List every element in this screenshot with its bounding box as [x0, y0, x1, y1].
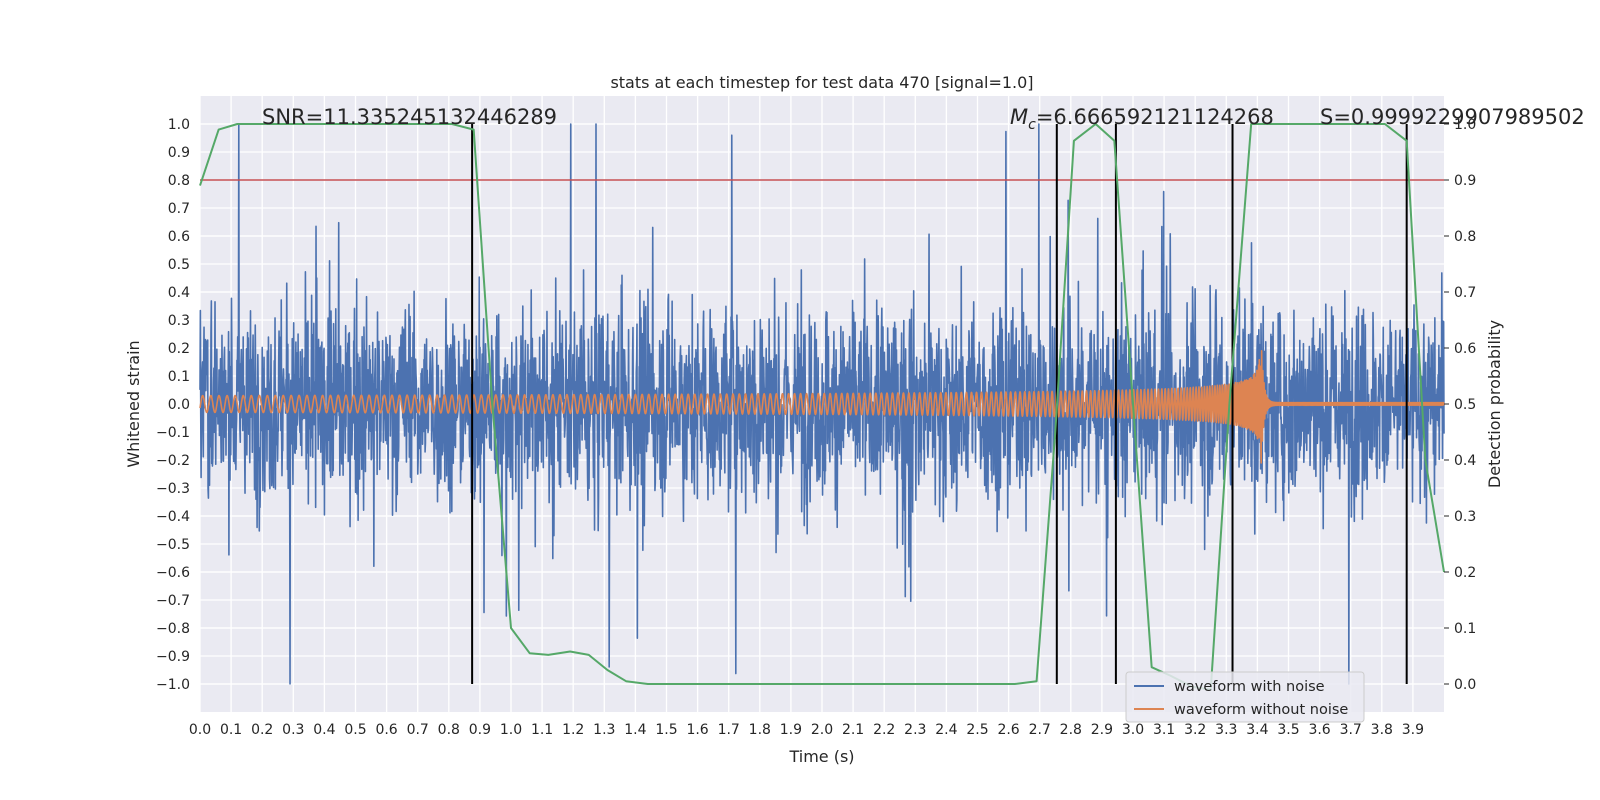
legend: waveform with noise waveform without noi… — [1125, 671, 1365, 723]
y2-tick-label: 0.9 — [1454, 173, 1476, 189]
y2-axis-label: Detection probability — [1485, 320, 1504, 488]
y-tick-label: −0.3 — [156, 481, 190, 497]
y-tick-label: 0.5 — [168, 257, 190, 273]
y-tick-label: −0.9 — [156, 649, 190, 665]
x-tick-label: 3.8 — [1371, 722, 1393, 738]
y-tick-label: 0.8 — [168, 173, 190, 189]
x-tick-label: 0.0 — [189, 722, 211, 738]
x-tick-label: 2.7 — [1029, 722, 1051, 738]
x-tick-label: 2.1 — [842, 722, 864, 738]
y2-tick-label: 0.2 — [1454, 565, 1476, 581]
legend-label-noise: waveform with noise — [1174, 679, 1325, 695]
y2-tick-label: 0.6 — [1454, 341, 1476, 357]
y-tick-label: 0.0 — [168, 397, 190, 413]
x-tick-label: 3.3 — [1215, 722, 1237, 738]
x-tick-label: 3.2 — [1184, 722, 1206, 738]
y2-tick-label: 0.4 — [1454, 453, 1476, 469]
y-axis-label: Whitened strain — [124, 340, 143, 467]
x-tick-label: 2.2 — [873, 722, 895, 738]
x-tick-label: 0.5 — [344, 722, 366, 738]
snr-annotation: SNR=11.335245132446289 — [262, 105, 557, 129]
x-tick-label: 0.9 — [469, 722, 491, 738]
x-tick-label: 1.5 — [655, 722, 677, 738]
series-detection-probability — [199, 123, 1445, 691]
y-tick-label: −0.1 — [156, 425, 190, 441]
x-tick-label: 0.7 — [407, 722, 429, 738]
y2-tick-label: 0.8 — [1454, 229, 1476, 245]
x-tick-label: 2.6 — [997, 722, 1019, 738]
x-tick-label: 0.4 — [313, 722, 335, 738]
annotations: SNR=11.335245132446289 Mc=6.666592121124… — [262, 105, 1585, 133]
x-tick-label: 2.9 — [1091, 722, 1113, 738]
y-tick-label: −0.7 — [156, 593, 190, 609]
y-tick-label: 1.0 — [168, 117, 190, 133]
y2-tick-label: 0.1 — [1454, 621, 1476, 637]
x-tick-label: 2.8 — [1060, 722, 1082, 738]
x-tick-label: 0.1 — [220, 722, 242, 738]
y-tick-label: 0.9 — [168, 145, 190, 161]
x-tick-label: 3.7 — [1340, 722, 1362, 738]
x-tick-label: 3.6 — [1308, 722, 1330, 738]
y-tick-label: 0.1 — [168, 369, 190, 385]
y-axis: 1.0 0.9 0.8 0.7 0.6 0.5 0.4 0.3 0.2 0.1 0.0 −0.1 −0.… — [156, 117, 190, 693]
y-tick-label: −0.5 — [156, 537, 190, 553]
chirp-mass-value: =6.666592121124268 — [1036, 105, 1274, 129]
x-tick-label: 1.8 — [749, 722, 771, 738]
legend-box — [1125, 671, 1365, 723]
x-tick-label: 1.1 — [531, 722, 553, 738]
chirp-mass-subscript: c — [1028, 117, 1036, 133]
y-tick-label: −0.4 — [156, 509, 190, 525]
y-tick-label: −0.8 — [156, 621, 190, 637]
y2-axis: 1.0 0.9 0.8 0.7 0.6 0.5 0.4 0.3 0.2 0.1 0.0 — [1444, 117, 1476, 693]
y-tick-label: 0.2 — [168, 341, 190, 357]
y-tick-label: 0.3 — [168, 313, 190, 329]
x-tick-label: 0.3 — [282, 722, 304, 738]
y-tick-label: 0.4 — [168, 285, 190, 301]
y2-tick-label: 0.7 — [1454, 285, 1476, 301]
x-tick-label: 1.0 — [500, 722, 522, 738]
overlay-lines — [199, 123, 1445, 691]
x-tick-label: 2.3 — [904, 722, 926, 738]
x-tick-label: 2.4 — [935, 722, 957, 738]
x-axis-label: Time (s) — [788, 747, 854, 766]
y-tick-label: −0.2 — [156, 453, 190, 469]
plot-series — [199, 123, 1445, 685]
y2-tick-label: 0.3 — [1454, 509, 1476, 525]
x-axis: 0.0 0.1 0.2 0.3 0.4 0.5 0.6 0.7 0.8 0.9 1.0 1.1 1.2 1… — [189, 722, 1424, 738]
x-tick-label: 3.5 — [1277, 722, 1299, 738]
y2-tick-label: 0.5 — [1454, 397, 1476, 413]
chirp-mass-symbol: M — [1010, 105, 1028, 129]
y-tick-label: 0.6 — [168, 229, 190, 245]
x-tick-label: 3.4 — [1246, 722, 1268, 738]
x-tick-label: 2.0 — [811, 722, 833, 738]
x-tick-label: 1.3 — [593, 722, 615, 738]
x-tick-label: 3.1 — [1153, 722, 1175, 738]
x-tick-label: 1.2 — [562, 722, 584, 738]
y-tick-label: 0.7 — [168, 201, 190, 217]
series-waveform-without-noise — [199, 350, 1445, 464]
chart-title: stats at each timestep for test data 470… — [610, 73, 1033, 92]
x-tick-label: 1.4 — [624, 722, 646, 738]
y2-tick-label: 0.0 — [1454, 677, 1476, 693]
x-tick-label: 1.7 — [718, 722, 740, 738]
x-tick-label: 0.2 — [251, 722, 273, 738]
legend-label-clean: waveform without noise — [1174, 702, 1348, 718]
y-tick-label: −1.0 — [156, 677, 190, 693]
x-tick-label: 1.6 — [686, 722, 708, 738]
x-tick-label: 0.6 — [375, 722, 397, 738]
x-tick-label: 0.8 — [438, 722, 460, 738]
y-tick-label: −0.6 — [156, 565, 190, 581]
s-annotation: S=0.9999229907989502 — [1320, 105, 1585, 129]
x-tick-label: 2.5 — [966, 722, 988, 738]
x-tick-label: 3.0 — [1122, 722, 1144, 738]
x-tick-label: 1.9 — [780, 722, 802, 738]
x-tick-label: 3.9 — [1402, 722, 1424, 738]
chirp-mass-annotation: Mc=6.666592121124268 — [1010, 105, 1274, 133]
y2-tick-label: 1.0 — [1454, 117, 1476, 133]
